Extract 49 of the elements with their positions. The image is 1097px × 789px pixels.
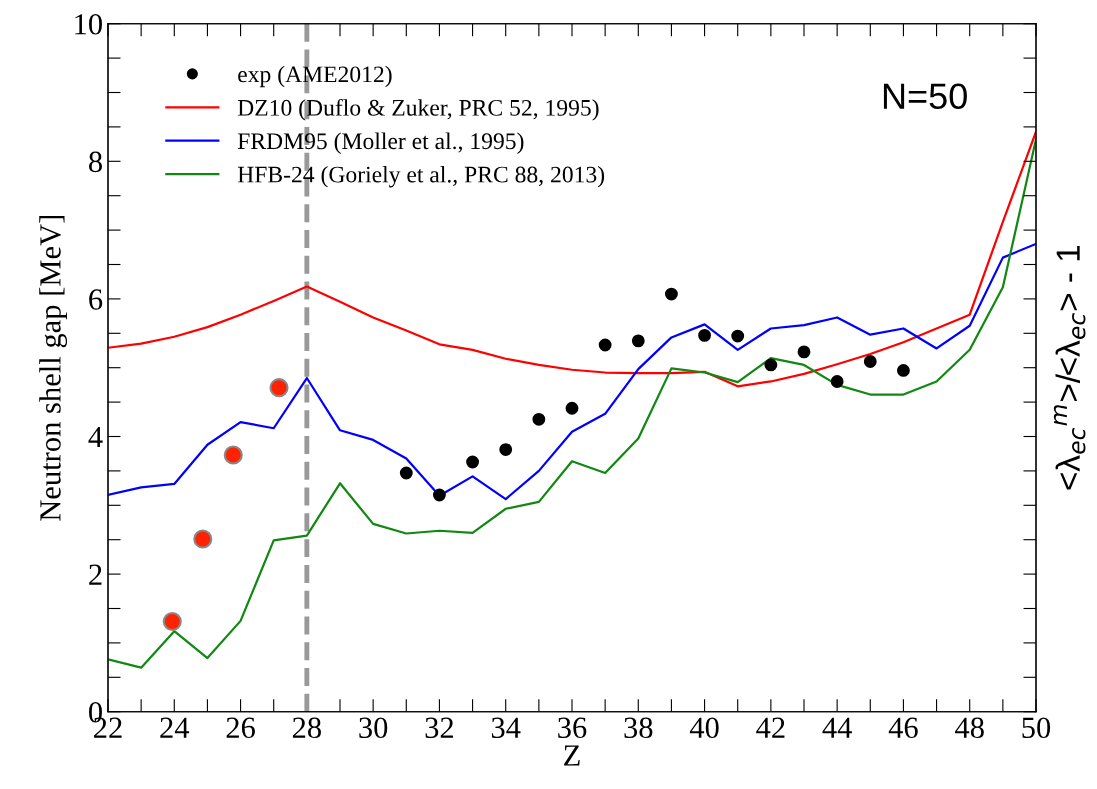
point [269,378,289,398]
y-axis-title: Neutron shell gap [MeV] [39,215,68,521]
point [223,445,243,465]
point [665,287,678,301]
point [731,329,745,343]
point [565,401,579,415]
x-tick-label: 38 [624,717,653,739]
x-tick-label: 44 [822,717,852,738]
y-tick-label: 10 [75,13,102,35]
point [433,488,446,502]
x-tick-label: 50 [1022,717,1051,739]
legend-label: DZ10 (Duflo & Zuker, PRC 52, 1995) [237,98,599,121]
x-tick-label: 24 [160,717,190,738]
point [598,338,612,352]
y-tick-label: 8 [89,151,102,173]
x-tick-label: 36 [558,717,587,739]
point [797,345,811,359]
y-tick-label: 6 [89,289,103,310]
x-tick-label: 42 [756,717,785,738]
point [162,612,182,632]
point [698,328,711,342]
point [193,529,213,549]
x-axis-title: Z [564,745,580,766]
annotation: N=50 [883,83,967,110]
point [897,364,910,377]
y-tick-label: 2 [89,564,102,585]
point [499,443,513,456]
legend-label: FRDM95 (Moller et al., 1995) [237,132,524,154]
line-series [108,242,1036,501]
line-series [108,130,1036,388]
x-tick-label: 34 [491,717,521,739]
x-tick-label: 46 [888,717,918,739]
point [830,375,844,388]
legend-label: HFB-24 (Goriely et al., PRC 88, 2013) [237,165,605,188]
point [764,358,778,372]
point [532,412,546,426]
point [399,466,413,480]
x-tick-label: 28 [292,717,321,739]
x-tick-label: 40 [689,717,719,739]
y2-axis-title: <λ$_{ec}$$^{m}$>/<λ$_{ec}$> - 1 [1053,245,1086,490]
legend-label: exp (AME2012) [238,65,392,88]
point [863,355,877,368]
x-tick-label: 48 [955,717,984,739]
point [631,334,645,348]
y-tick-label: 4 [88,426,103,448]
point [466,455,479,469]
x-tick-label: 26 [226,717,255,739]
x-tick-label: 32 [425,717,454,739]
x-tick-label: 30 [359,717,388,739]
